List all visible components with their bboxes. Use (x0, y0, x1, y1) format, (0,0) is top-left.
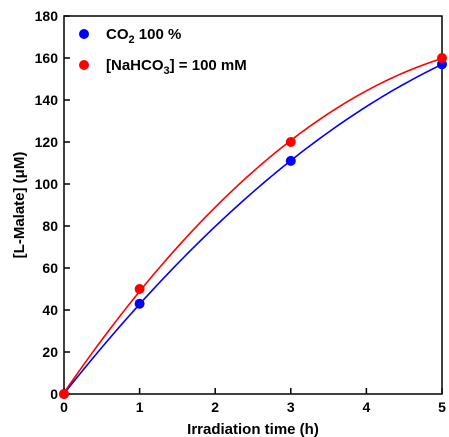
legend-label-main: [NaHCO (106, 57, 164, 74)
y-tick-label: 100 (35, 176, 59, 192)
legend-label-subscript: 3 (164, 65, 170, 77)
x-tick-label: 3 (287, 399, 295, 415)
legend-label-subscript: 2 (129, 34, 135, 46)
legend-label-main: CO (106, 26, 129, 43)
legend-marker-1 (79, 60, 89, 70)
series-line-0 (63, 63, 443, 395)
series-line-1 (63, 57, 443, 394)
series-1-point (134, 284, 145, 294)
legend-label-tail: ] = 100 mM (170, 57, 247, 74)
y-tick-label: 140 (35, 92, 59, 108)
y-tick-label: 60 (42, 260, 58, 276)
legend-label-1: [NaHCO3] = 100 mM (106, 57, 247, 77)
y-tick-label: 40 (42, 302, 58, 318)
series-0-point (134, 298, 145, 309)
series-1-point (59, 389, 69, 399)
legend-label-tail: 100 % (135, 26, 182, 43)
series-0-point (285, 155, 296, 166)
series-1-point (437, 53, 447, 63)
y-tick-label: 120 (35, 134, 59, 150)
y-tick-label: 160 (35, 50, 59, 66)
x-tick-label: 2 (211, 399, 219, 415)
y-tick-label: 0 (50, 386, 58, 402)
x-tick-label: 0 (60, 399, 68, 415)
y-tick-label: 180 (35, 8, 59, 24)
plot-area-frame (63, 15, 443, 395)
legend: CO2 100 % [NaHCO3] = 100 mM (79, 26, 247, 77)
series-layer (59, 53, 447, 399)
legend-label-0: CO2 100 % (106, 26, 181, 46)
axis-ticks: 0 1 2 3 4 5 0 20 40 60 80 100 120 140 160 180 (35, 8, 446, 415)
x-axis-title: Irradiation time (h) (187, 421, 319, 437)
legend-marker-0 (79, 29, 89, 39)
y-tick-label: 80 (42, 218, 58, 234)
y-tick-label: 20 (42, 344, 58, 360)
y-axis-title: [L-Malate] (μM) (11, 152, 28, 259)
series-1-point (285, 137, 296, 147)
x-tick-label: 1 (136, 399, 144, 415)
x-tick-label: 4 (363, 399, 371, 415)
x-tick-label: 5 (438, 399, 446, 415)
